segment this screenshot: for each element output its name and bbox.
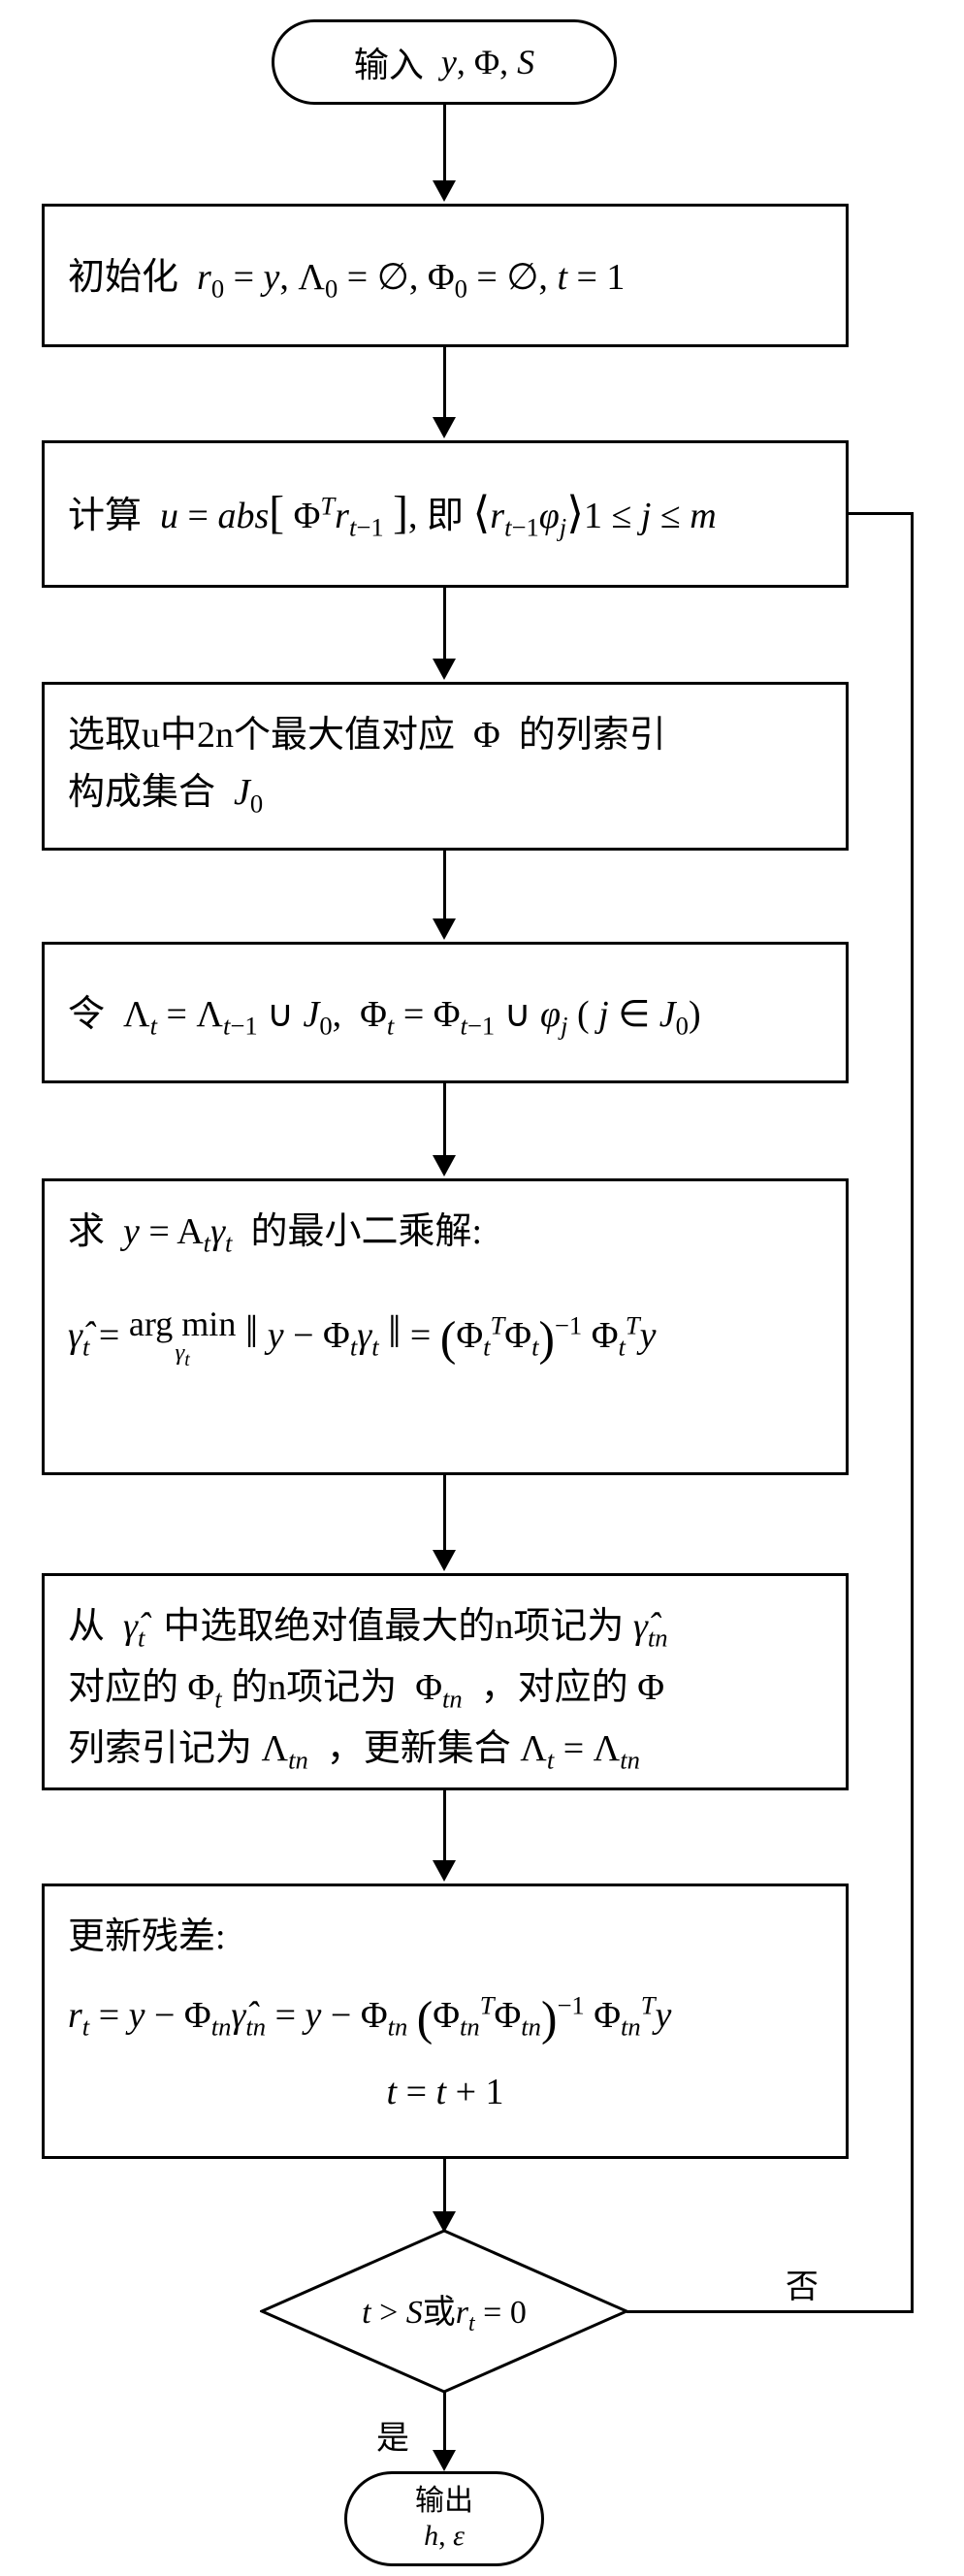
edge-init-calc [443,347,446,419]
decision-diamond: t > S或rt = 0 [260,2229,628,2394]
flowchart-canvas: 输入 y, Φ, S 初始化 r0 = y, Λ0 = ∅, Φ0 = ∅, t… [0,0,964,2576]
edge-sel-upd-head [433,1860,456,1882]
pick-j0-process: 选取u中2n个最大值对应 Φ 的列索引 构成集合 J0 [42,682,849,851]
no-label: 否 [786,2260,819,2307]
update-r-process: 更新残差: rt = y − Φtnγ̂tn = y − Φtn (ΦtnTΦt… [42,1884,849,2159]
sel-l2b: 的n项记为 [231,1667,397,1708]
start-label-cn: 输入 [354,37,424,87]
start-label-math: y [441,42,457,82]
edge-yes-v [443,2392,446,2452]
pick-line2: 构成集合 [68,772,215,813]
let-lambda-process: 令 Λt = Λt−1 ∪ J0, Φt = Φt−1 ∪ φj ( j ∈ J… [42,942,849,1083]
sel-l1a: 从 [68,1606,105,1647]
lsq-line1-suffix: 的最小二乘解: [250,1211,482,1252]
init-process: 初始化 r0 = y, Λ0 = ∅, Φ0 = ∅, t = 1 [42,204,849,347]
pick-line1-prefix: 选取u中2n个最大值对应 [68,715,455,756]
lsq-line1-prefix: 求 [68,1211,105,1252]
edge-pick-let-head [433,918,456,940]
edge-start-init-head [433,180,456,202]
calc-u-process: 计算 u = abs[ ΦTrt−1 ], 即 ⟨rt−1φj⟩1 ≤ j ≤ … [42,440,849,588]
edge-yes-head [433,2450,456,2471]
edge-sel-upd [443,1790,446,1862]
edge-calc-pick [443,588,446,660]
edge-let-lsq [443,1083,446,1157]
calc-u-prefix: 计算 [68,496,142,536]
end-label-cn: 输出 [415,2484,473,2519]
start-terminator: 输入 y, Φ, S [272,19,617,105]
edge-no-h1 [627,2310,914,2313]
edge-upd-dec [443,2159,446,2213]
sel-l3b: ，更新集合 [327,1728,511,1769]
yes-label: 是 [376,2411,409,2459]
edge-pick-let [443,851,446,920]
edge-calc-pick-head [433,659,456,680]
select-n-process: 从 γ̂t 中选取绝对值最大的n项记为 γ̂tn 对应的 Φt 的n项记为 Φt… [42,1573,849,1790]
sel-l3a: 列索引记为 [68,1728,252,1769]
sel-l1b: 中选取绝对值最大的n项记为 [163,1606,624,1647]
end-label-math: h, ε [424,2519,465,2554]
pick-line1-suffix: 的列索引 [519,715,666,756]
edge-no-h2 [849,512,914,515]
edge-lsq-sel-head [433,1550,456,1571]
end-terminator: 输出 h, ε [344,2471,544,2566]
lsq-process: 求 y = Atγt 的最小二乘解: γ̂t = arg min γt ‖ y … [42,1178,849,1475]
edge-let-lsq-head [433,1155,456,1176]
upd-title: 更新残差: [68,1916,226,1957]
edge-start-init [443,105,446,182]
edge-init-calc-head [433,417,456,438]
init-prefix: 初始化 [68,257,178,298]
edge-lsq-sel [443,1475,446,1552]
decision-text: t > S或rt = 0 [362,2285,527,2337]
let-prefix: 令 [68,994,105,1035]
sel-l2c: ，对应的 [481,1667,628,1708]
sel-l2a: 对应的 [68,1667,178,1708]
edge-no-v [911,512,914,2313]
